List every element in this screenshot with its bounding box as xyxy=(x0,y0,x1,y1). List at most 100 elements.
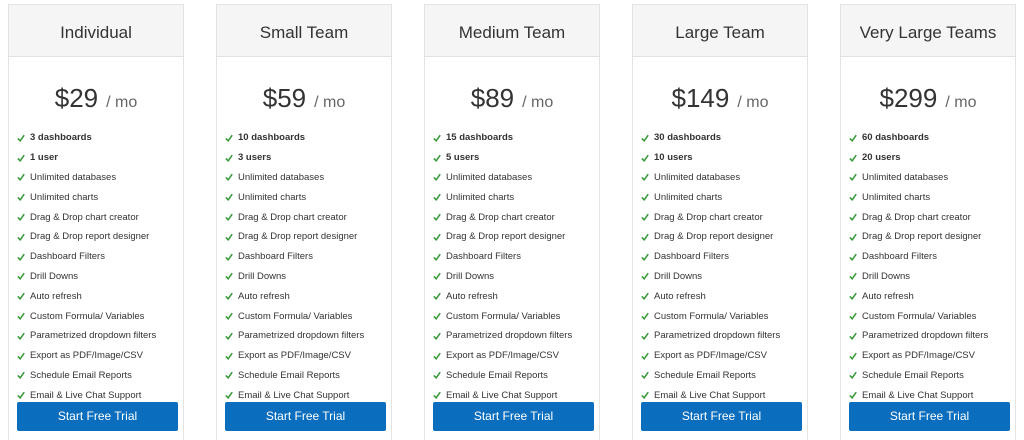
feature: Drag & Drop chart creator xyxy=(641,207,807,227)
feature: Drill Downs xyxy=(433,267,599,287)
check-icon xyxy=(641,332,649,340)
feature-text: Schedule Email Reports xyxy=(654,369,756,381)
feature: Auto refresh xyxy=(849,286,1015,306)
check-icon xyxy=(433,233,441,241)
check-icon xyxy=(849,253,857,261)
feature: Unlimited databases xyxy=(849,168,1015,188)
check-icon xyxy=(433,194,441,202)
price-period: / mo xyxy=(737,94,769,111)
feature: Drag & Drop chart creator xyxy=(849,207,1015,227)
feature-text: Drag & Drop chart creator xyxy=(654,211,763,223)
check-icon xyxy=(17,293,25,301)
check-icon xyxy=(433,352,441,360)
check-icon xyxy=(849,293,857,301)
check-icon xyxy=(641,194,649,202)
feature: Email & Live Chat Support xyxy=(17,385,183,405)
feature: Drill Downs xyxy=(17,267,183,287)
feature: 3 users xyxy=(225,148,391,168)
feature-text: Custom Formula/ Variables xyxy=(238,310,353,322)
feature: Drag & Drop report designer xyxy=(225,227,391,247)
feature-text: Unlimited databases xyxy=(862,171,949,183)
price-row: $299 / mo xyxy=(841,83,1015,119)
feature: Custom Formula/ Variables xyxy=(17,306,183,326)
check-icon xyxy=(849,332,857,340)
feature-text: 15 dashboards xyxy=(446,132,514,144)
feature: Unlimited charts xyxy=(641,187,807,207)
check-icon xyxy=(641,174,649,182)
feature-text: 20 users xyxy=(862,152,901,164)
feature: Schedule Email Reports xyxy=(17,366,183,386)
plan-name: Large Team xyxy=(633,5,807,57)
plan-card: Individual $29 / mo 3 dashboards 1 user Unlim… xyxy=(8,4,184,440)
feature-list: 10 dashboards 3 users Unlimited databases U… xyxy=(217,128,391,405)
feature: Custom Formula/ Variables xyxy=(641,306,807,326)
check-icon xyxy=(433,213,441,222)
feature: 30 dashboards xyxy=(641,128,807,148)
feature: Custom Formula/ Variables xyxy=(433,306,599,326)
feature: Drill Downs xyxy=(225,267,391,287)
check-icon xyxy=(225,194,233,202)
plan-name: Small Team xyxy=(217,5,391,57)
check-icon xyxy=(641,134,649,142)
price: $59 xyxy=(262,83,307,113)
feature-text: Unlimited charts xyxy=(446,191,515,203)
check-icon xyxy=(225,372,233,380)
feature-text: Dashboard Filters xyxy=(654,251,729,263)
feature: Email & Live Chat Support xyxy=(433,385,599,405)
check-icon xyxy=(17,213,25,222)
start-trial-button[interactable]: Start Free Trial xyxy=(17,402,178,431)
feature-text: Drag & Drop report designer xyxy=(654,231,774,243)
check-icon xyxy=(17,372,25,380)
feature: Drag & Drop chart creator xyxy=(225,207,391,227)
check-icon xyxy=(641,253,649,261)
feature: Schedule Email Reports xyxy=(225,366,391,386)
price-row: $149 / mo xyxy=(633,83,807,119)
plan-name: Very Large Teams xyxy=(841,5,1015,57)
check-icon xyxy=(641,391,649,400)
feature-text: Drag & Drop chart creator xyxy=(862,211,971,223)
feature: Auto refresh xyxy=(225,286,391,306)
check-icon xyxy=(641,372,649,380)
feature-text: Schedule Email Reports xyxy=(446,369,548,381)
feature: Drag & Drop report designer xyxy=(17,227,183,247)
start-trial-button[interactable]: Start Free Trial xyxy=(433,402,594,431)
feature: Unlimited databases xyxy=(433,168,599,188)
feature: Dashboard Filters xyxy=(641,247,807,267)
feature: Custom Formula/ Variables xyxy=(225,306,391,326)
feature: Unlimited databases xyxy=(641,168,807,188)
feature-text: Parametrized dropdown filters xyxy=(654,330,781,342)
feature: Dashboard Filters xyxy=(17,247,183,267)
check-icon xyxy=(433,391,441,400)
start-trial-button[interactable]: Start Free Trial xyxy=(849,402,1010,431)
feature-text: Dashboard Filters xyxy=(238,251,313,263)
check-icon xyxy=(433,154,441,162)
plan-card: Small Team $59 / mo 10 dashboards 3 users Unl… xyxy=(216,4,392,440)
check-icon xyxy=(849,134,857,142)
feature-text: Dashboard Filters xyxy=(446,251,521,263)
price-row: $59 / mo xyxy=(217,83,391,119)
feature: Drag & Drop report designer xyxy=(433,227,599,247)
feature: Dashboard Filters xyxy=(433,247,599,267)
feature: Auto refresh xyxy=(433,286,599,306)
feature-text: 5 users xyxy=(446,152,480,164)
check-icon xyxy=(225,273,233,281)
feature-text: Dashboard Filters xyxy=(862,251,937,263)
feature: Auto refresh xyxy=(641,286,807,306)
check-icon xyxy=(225,312,233,321)
feature-text: Email & Live Chat Support xyxy=(30,389,142,401)
feature: Drag & Drop chart creator xyxy=(17,207,183,227)
feature-text: 3 users xyxy=(238,152,272,164)
check-icon xyxy=(17,391,25,400)
check-icon xyxy=(849,352,857,360)
price-row: $89 / mo xyxy=(425,83,599,119)
check-icon xyxy=(641,213,649,222)
check-icon xyxy=(849,372,857,380)
start-trial-button[interactable]: Start Free Trial xyxy=(225,402,386,431)
feature: Unlimited charts xyxy=(17,187,183,207)
feature: 1 user xyxy=(17,148,183,168)
check-icon xyxy=(17,312,25,321)
start-trial-button[interactable]: Start Free Trial xyxy=(641,402,802,431)
feature: Drill Downs xyxy=(849,267,1015,287)
check-icon xyxy=(433,253,441,261)
price-period: / mo xyxy=(945,94,977,111)
